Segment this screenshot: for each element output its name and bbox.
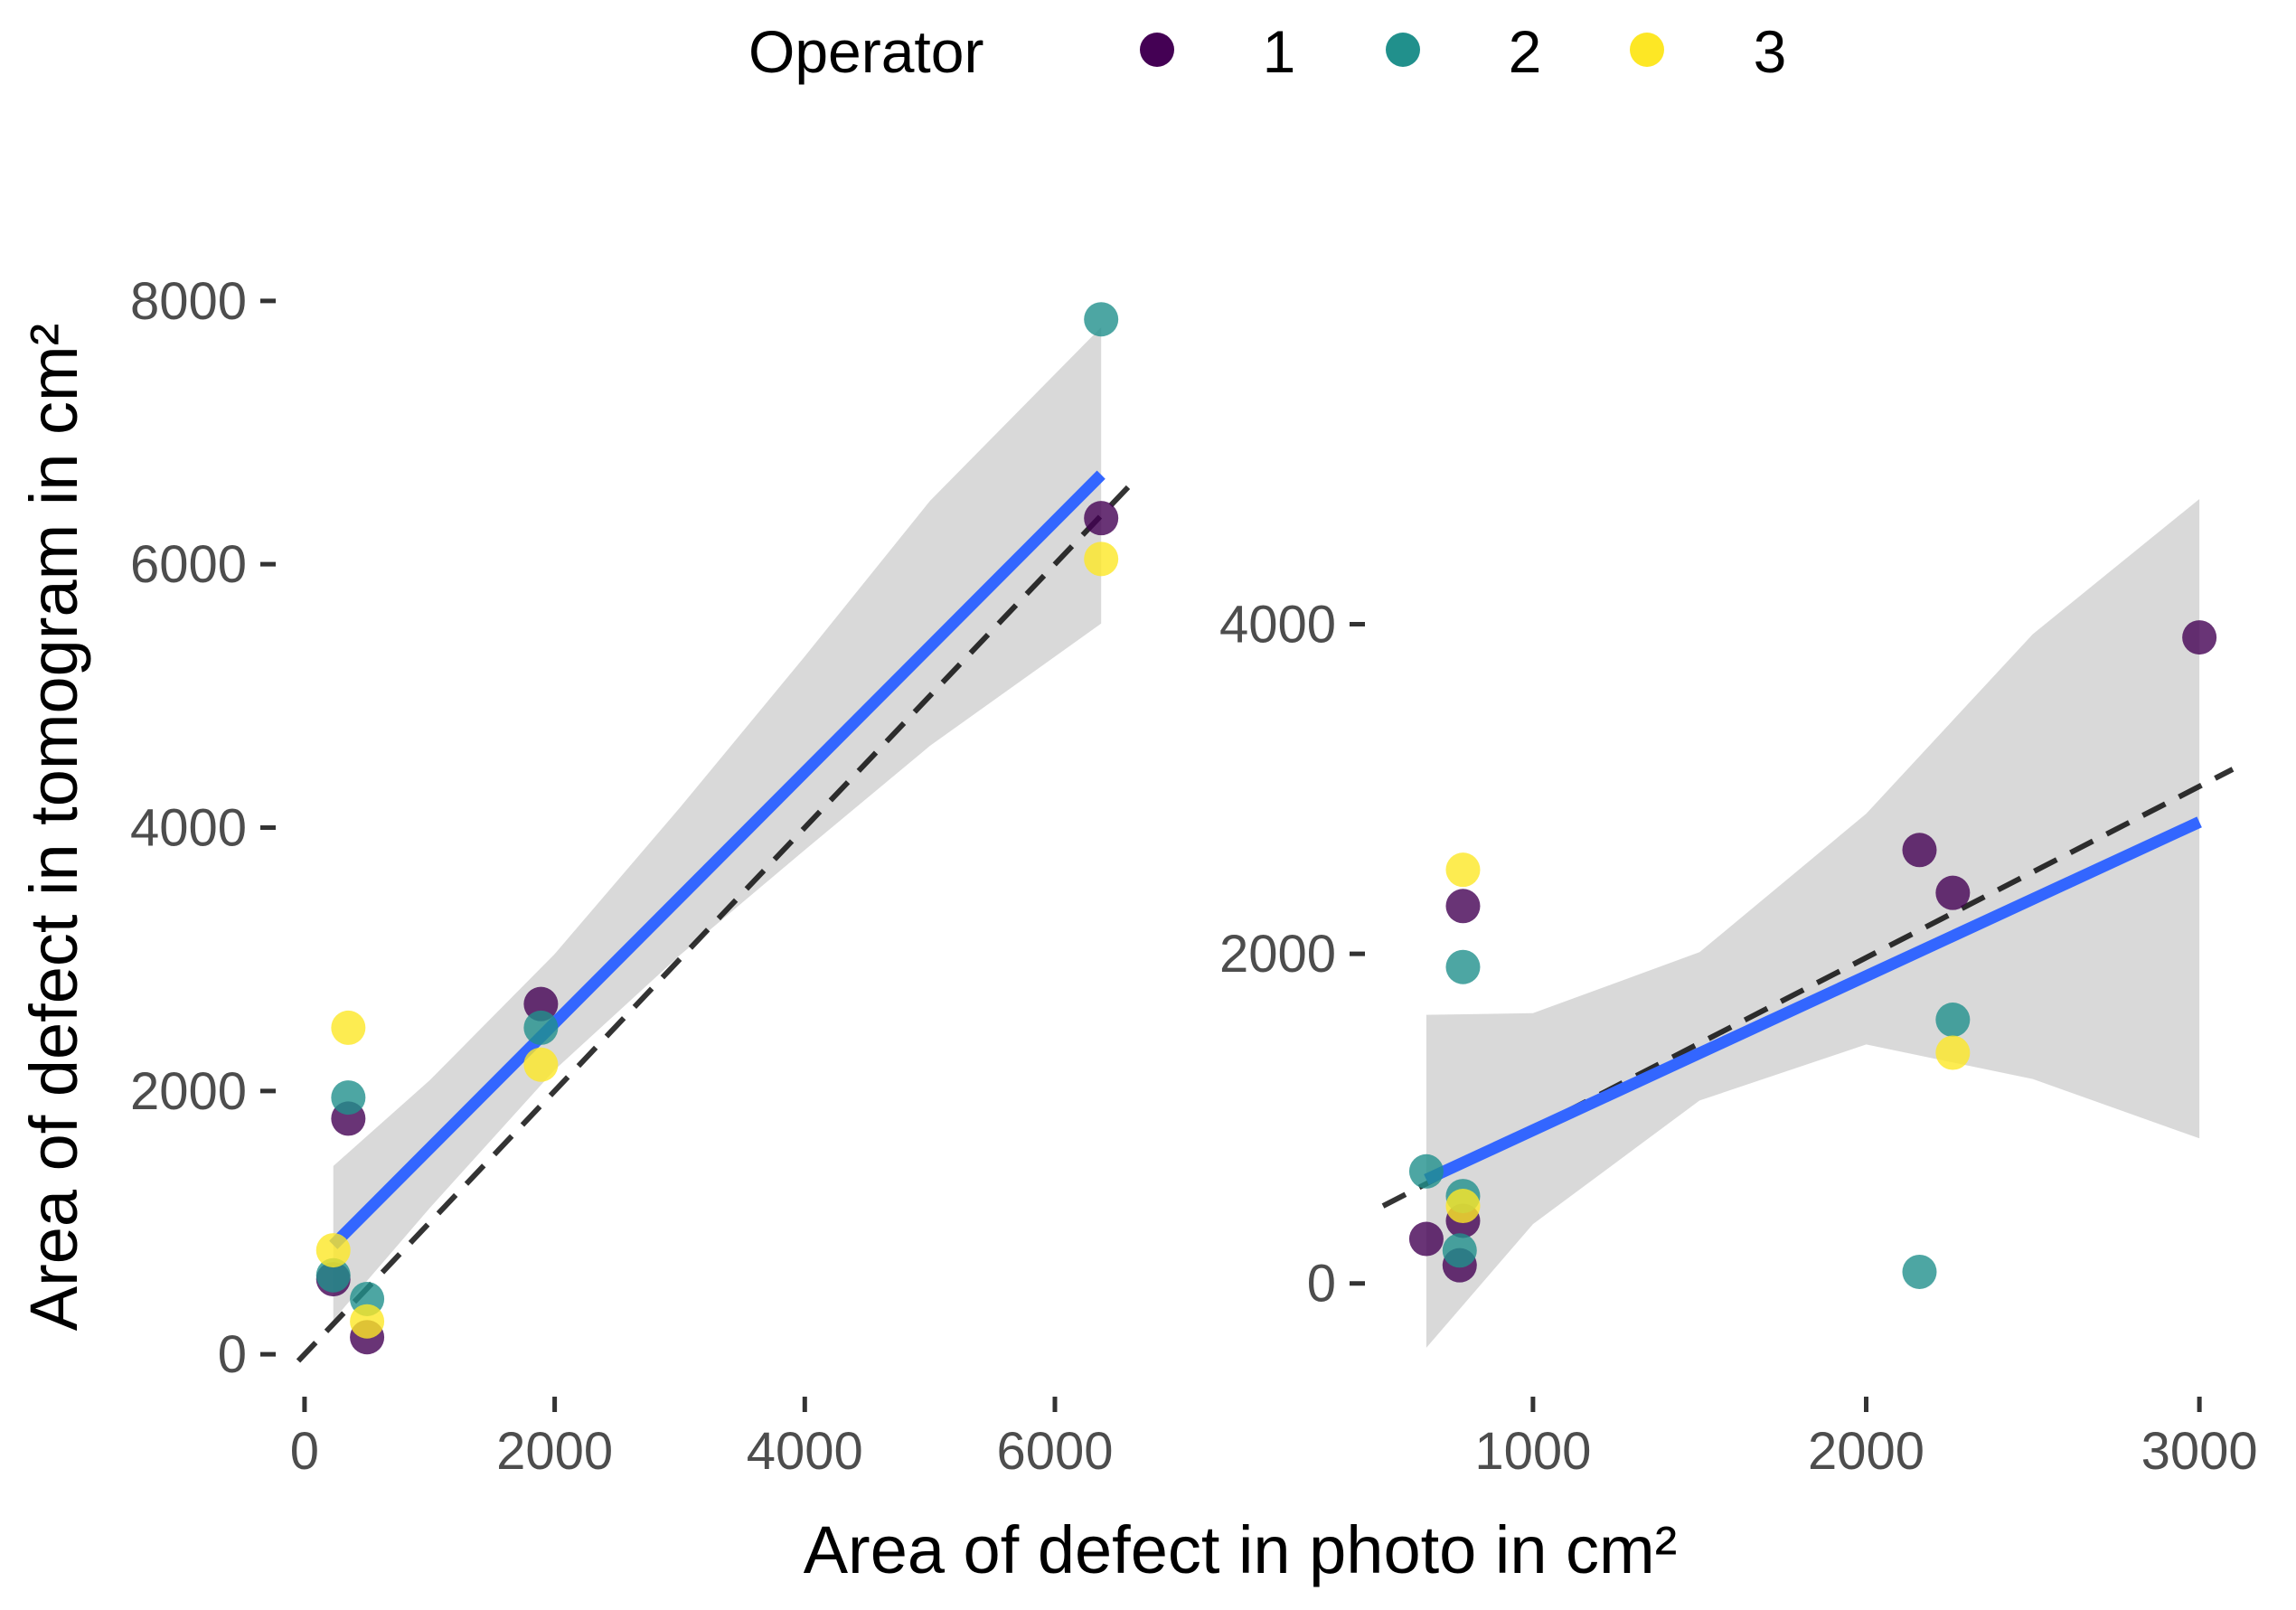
data-point-operator-3 <box>1935 1035 1971 1070</box>
y-tick-label: 4000 <box>130 798 247 857</box>
y-axis-title: Area of defect in tomogram in cm² <box>16 324 91 1332</box>
y-tick-label: 0 <box>1307 1255 1336 1313</box>
legend-label-2: 2 <box>1509 18 1542 85</box>
data-point-operator-1 <box>1445 889 1481 924</box>
data-point-operator-1 <box>1902 833 1937 868</box>
data-point-operator-3 <box>331 1010 366 1045</box>
data-point-operator-3 <box>315 1233 351 1268</box>
identity-reference-line <box>1381 767 2235 1209</box>
legend-swatch-3 <box>1630 33 1664 67</box>
legend-title: Operator <box>748 18 983 85</box>
legend-swatch-1 <box>1140 33 1174 67</box>
x-axis-title: Area of defect in photo in cm² <box>804 1512 1678 1587</box>
confidence-band <box>1426 498 2200 1348</box>
data-point-operator-2 <box>331 1080 366 1116</box>
data-point-operator-1 <box>523 986 559 1022</box>
x-tick-label: 4000 <box>747 1422 863 1481</box>
legend-item-3: 3 <box>1630 18 1786 85</box>
data-point-operator-3 <box>1084 541 1119 577</box>
legend-item-1: 1 <box>1140 18 1295 85</box>
data-point-operator-1 <box>1935 875 1971 910</box>
x-tick-label: 1000 <box>1474 1422 1591 1481</box>
data-point-operator-1 <box>1408 1221 1444 1257</box>
panel-left: 0 2000 4000 6000 0 2000 4000 6000 8000 <box>130 272 1133 1481</box>
y-tick-label: 8000 <box>130 272 247 331</box>
x-tick-label: 6000 <box>996 1422 1113 1481</box>
x-tick-label: 2000 <box>1808 1422 1924 1481</box>
legend-swatch-2 <box>1386 33 1420 67</box>
y-tick-label: 6000 <box>130 535 247 594</box>
y-tick-label: 2000 <box>130 1062 247 1121</box>
data-point-operator-2 <box>1935 1003 1971 1038</box>
data-point-operator-2 <box>1442 1233 1477 1268</box>
data-point-operator-2 <box>315 1257 351 1293</box>
confidence-band <box>333 326 1102 1321</box>
legend-label-3: 3 <box>1754 18 1787 85</box>
data-point-operator-3 <box>523 1047 559 1082</box>
y-tick-label: 2000 <box>1219 925 1336 984</box>
data-point-operator-2 <box>1084 302 1119 337</box>
x-tick-label: 0 <box>290 1422 319 1481</box>
data-point-operator-1 <box>1084 501 1119 536</box>
data-point-operator-3 <box>1445 1189 1481 1224</box>
legend-item-2: 2 <box>1386 18 1541 85</box>
regression-fit-line <box>1424 816 2202 1185</box>
legend: Operator 1 2 3 <box>748 18 1786 85</box>
data-point-operator-2 <box>1445 949 1481 984</box>
regression-fit-line <box>329 470 1106 1249</box>
data-point-operator-2 <box>523 1010 559 1045</box>
x-tick-label: 3000 <box>2141 1422 2258 1481</box>
panel-right: 1000 2000 3000 0 2000 4000 <box>1219 498 2258 1481</box>
data-point-operator-1 <box>2182 620 2217 655</box>
legend-label-1: 1 <box>1263 18 1296 85</box>
data-point-operator-2 <box>1902 1254 1937 1289</box>
data-point-operator-2 <box>1408 1153 1444 1189</box>
data-point-operator-3 <box>1445 852 1481 888</box>
y-tick-label: 0 <box>218 1325 247 1384</box>
x-tick-label: 2000 <box>496 1422 613 1481</box>
y-tick-label: 4000 <box>1219 596 1336 654</box>
data-point-operator-3 <box>350 1304 385 1339</box>
